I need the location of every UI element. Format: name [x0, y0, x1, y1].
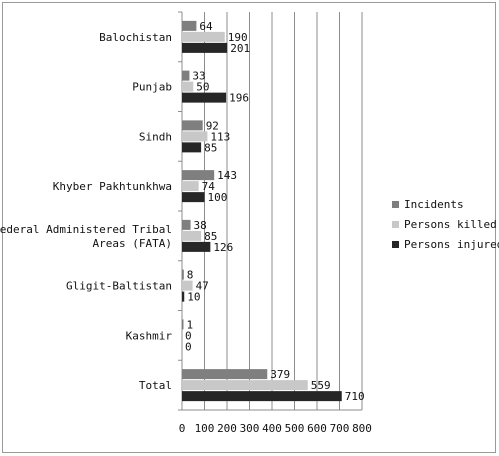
bar: [182, 192, 205, 203]
bar: [182, 230, 202, 241]
bar: [182, 369, 268, 380]
data-label: 8: [187, 269, 194, 282]
bar: [182, 20, 197, 31]
bar: [182, 31, 225, 42]
category-label: Sindh: [139, 130, 172, 143]
x-tick-label: 600: [307, 422, 327, 435]
category-label: Kashmir: [126, 329, 173, 342]
bar: [182, 131, 208, 142]
legend-label: Persons injured: [404, 238, 499, 251]
category-label: Khyber Pakhtunkhwa: [53, 180, 172, 193]
category-label: Punjab: [132, 81, 172, 94]
data-label: 1: [187, 318, 194, 331]
bar: [182, 181, 199, 192]
legend-swatch: [392, 221, 399, 228]
bar: [182, 170, 215, 181]
bar: [182, 380, 308, 391]
data-label: 0: [185, 329, 192, 342]
bar: [182, 92, 227, 103]
legend-label: Persons killed: [404, 218, 497, 231]
category-label: Areas (FATA): [93, 237, 172, 250]
bar: [182, 42, 228, 53]
bar: [182, 319, 184, 330]
data-label: 201: [230, 42, 250, 55]
bar: [182, 120, 203, 131]
category-label: Balochistan: [99, 31, 172, 44]
data-label: 47: [196, 280, 209, 293]
x-tick-label: 200: [217, 422, 237, 435]
data-label: 64: [199, 20, 213, 33]
data-label: 33: [192, 70, 205, 83]
data-label: 190: [228, 31, 248, 44]
bar: [182, 219, 191, 230]
bar: [182, 241, 211, 252]
x-tick-label: 100: [195, 422, 215, 435]
data-label: 92: [206, 119, 219, 132]
legend-label: Incidents: [404, 198, 464, 211]
data-label: 143: [217, 169, 237, 182]
legend-swatch: [392, 201, 399, 208]
data-label: 196: [229, 92, 249, 105]
data-label: 74: [202, 180, 216, 193]
x-tick-label: 500: [285, 422, 305, 435]
category-label: Gligit-Baltistan: [66, 280, 172, 293]
category-label: Total: [139, 379, 172, 392]
data-label: 50: [196, 81, 209, 94]
x-tick-label: 700: [330, 422, 350, 435]
x-tick-label: 300: [240, 422, 260, 435]
data-label: 10: [187, 291, 200, 304]
bar: [182, 280, 193, 291]
data-label: 113: [210, 130, 230, 143]
data-label: 0: [185, 340, 192, 353]
data-label: 126: [213, 241, 233, 254]
data-label: 100: [208, 191, 228, 204]
data-label: 85: [204, 141, 217, 154]
category-label: Federal Administered Tribal: [0, 223, 172, 236]
legend-swatch: [392, 241, 399, 248]
x-tick-label: 0: [179, 422, 186, 435]
bar: [182, 81, 194, 92]
bar: [182, 142, 202, 153]
bar: [182, 291, 185, 302]
bar: [182, 269, 184, 280]
data-label: 38: [194, 219, 207, 232]
data-label: 85: [204, 230, 217, 243]
data-label: 379: [270, 368, 290, 381]
data-label: 710: [345, 390, 365, 403]
bar: [182, 70, 190, 81]
x-tick-label: 400: [262, 422, 282, 435]
x-tick-label: 800: [352, 422, 372, 435]
bar: [182, 391, 342, 402]
data-label: 559: [311, 379, 331, 392]
